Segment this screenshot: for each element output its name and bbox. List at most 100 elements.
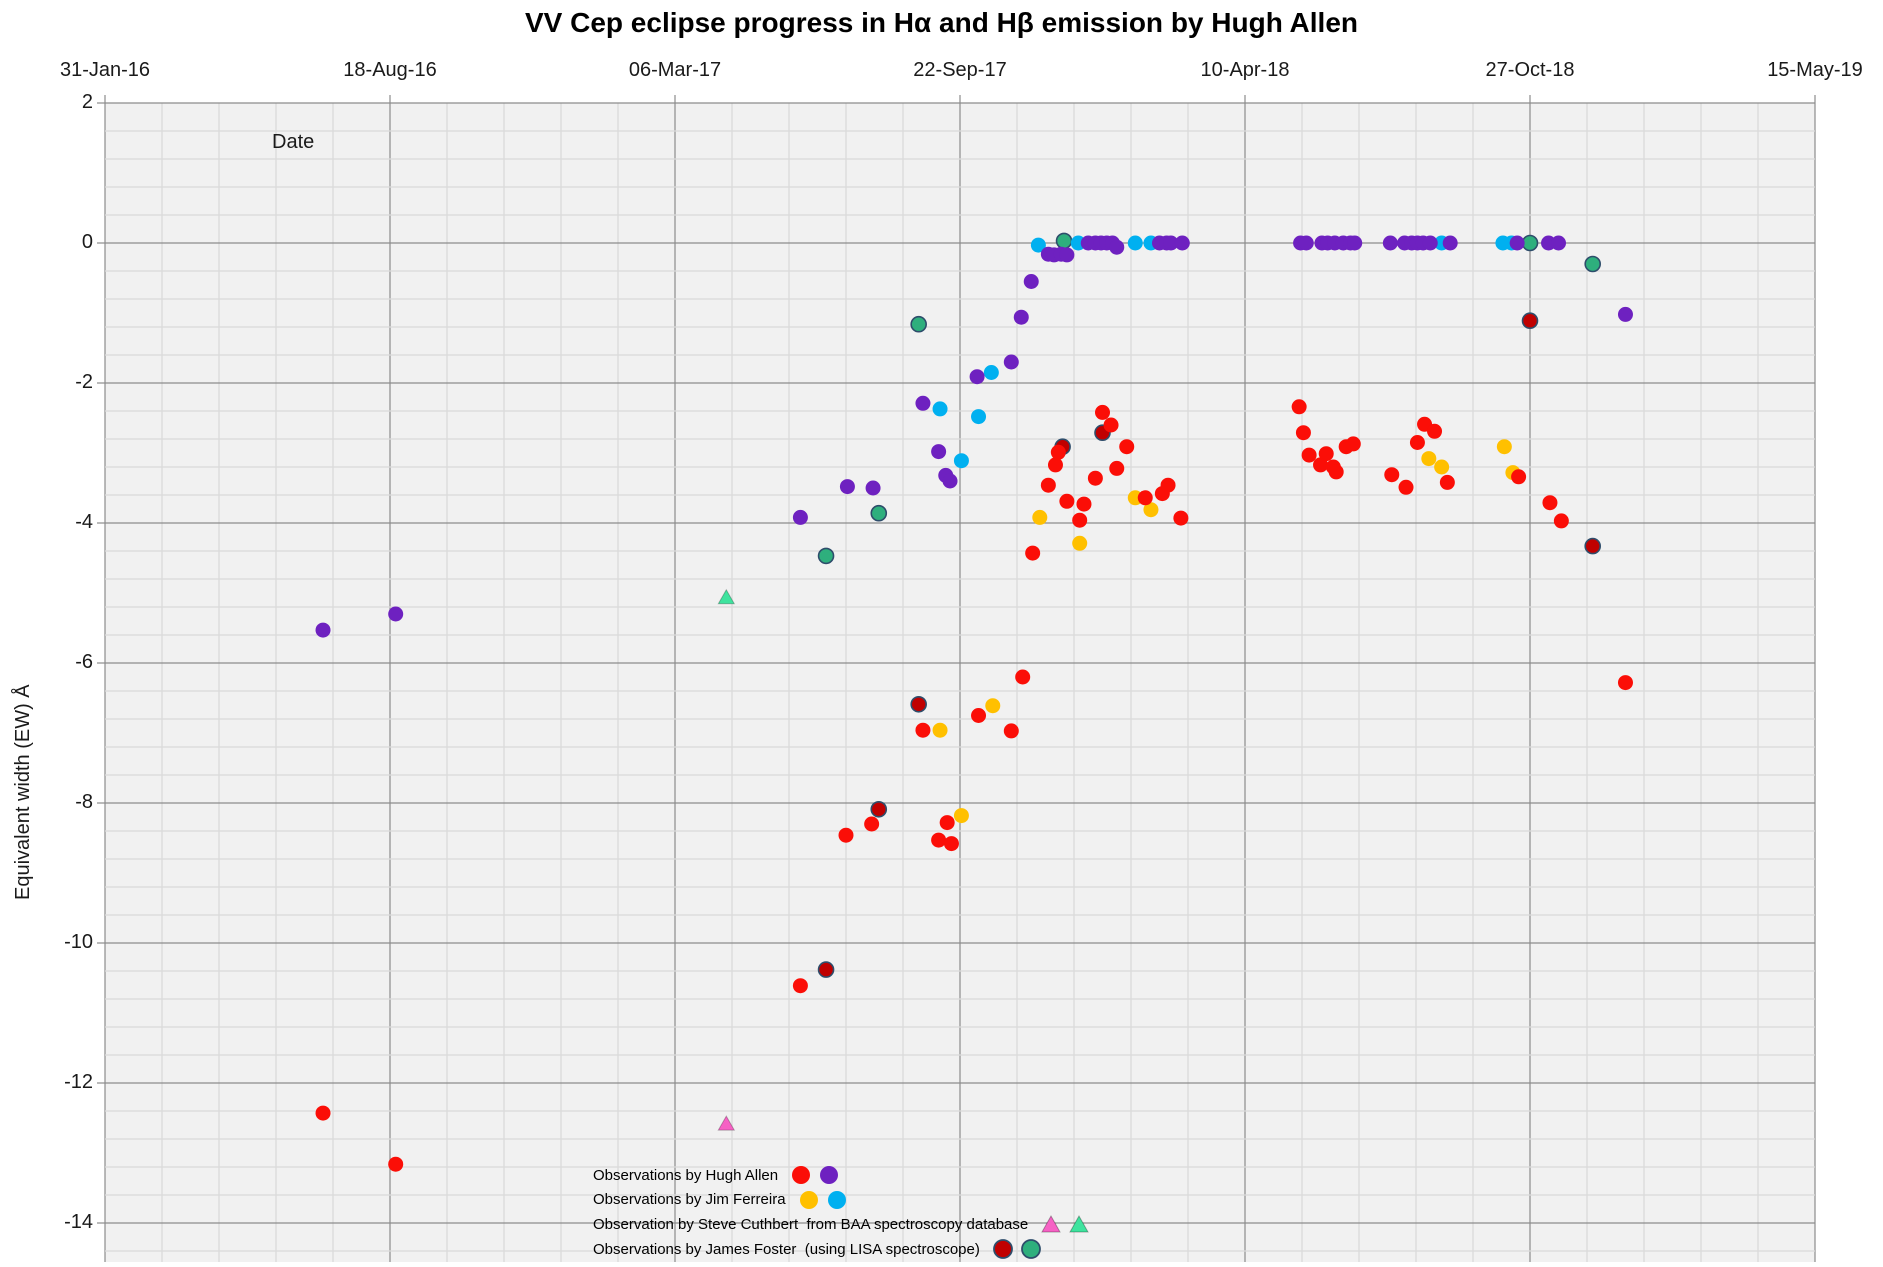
- data-point: [817, 961, 835, 978]
- data-point: [792, 978, 808, 994]
- legend-dot-icon: [792, 1166, 811, 1185]
- data-point: [1521, 312, 1539, 330]
- data-point: [1003, 723, 1019, 739]
- data-point: [870, 800, 888, 818]
- data-point: [910, 695, 927, 713]
- data-point: [1032, 509, 1048, 525]
- data-point: [817, 547, 835, 565]
- x-tick-label: 06-Mar-17: [628, 59, 722, 81]
- data-point: [1003, 354, 1019, 370]
- data-point: [1427, 423, 1443, 439]
- y-tick-label: -10: [64, 931, 93, 953]
- data-point: [910, 315, 927, 333]
- data-point: [1025, 545, 1041, 561]
- data-point: [969, 369, 985, 385]
- data-point: [1382, 235, 1398, 251]
- data-point: [1421, 451, 1437, 467]
- x-axis-title: Date: [272, 131, 315, 153]
- data-point: [1422, 235, 1438, 251]
- data-point: [1030, 237, 1046, 253]
- data-point: [1072, 535, 1088, 551]
- data-point: [1345, 436, 1361, 452]
- legend-triangle-icon: [1041, 1215, 1062, 1233]
- legend-row: Observations by Hugh Allen: [593, 1163, 1090, 1188]
- data-point: [1347, 235, 1363, 251]
- data-point: [1318, 446, 1334, 462]
- data-point: [985, 698, 1001, 714]
- data-point: [971, 708, 987, 723]
- data-point: [1023, 274, 1039, 289]
- data-point: [1384, 467, 1400, 483]
- legend-marker-shape: [792, 1166, 811, 1185]
- data-point: [983, 365, 999, 380]
- data-point: [388, 1156, 404, 1172]
- data-point: [1137, 490, 1153, 506]
- data-point: [1059, 247, 1075, 263]
- y-tick-label: -14: [64, 1211, 93, 1233]
- data-point: [943, 836, 959, 852]
- data-point: [1055, 232, 1073, 250]
- data-point: [1584, 537, 1601, 555]
- legend-label: Observations by James Foster (using LISA…: [593, 1240, 980, 1258]
- data-point: [838, 827, 854, 843]
- data-point: [915, 722, 931, 738]
- legend-marker-shape: [992, 1239, 1013, 1259]
- data-point: [1013, 309, 1029, 325]
- data-point: [870, 504, 888, 522]
- data-point: [1584, 255, 1601, 273]
- data-point: [1509, 235, 1525, 251]
- x-tick-label: 27-Oct-18: [1485, 59, 1575, 81]
- data-point: [1398, 479, 1414, 495]
- x-tick-label: 31-Jan-16: [59, 59, 151, 81]
- data-point: [1109, 239, 1125, 255]
- data-point-triangle: [717, 588, 736, 605]
- data-point-triangle: [717, 1115, 736, 1131]
- data-point: [1163, 235, 1179, 251]
- data-point: [1298, 235, 1314, 251]
- legend-triangle-icon: [1069, 1215, 1090, 1233]
- y-tick-label: 0: [81, 231, 93, 253]
- data-point: [1076, 496, 1092, 512]
- data-point: [939, 815, 955, 831]
- y-tick-label: -4: [75, 511, 93, 533]
- legend-row: Observation by Steve Cuthbert from BAA s…: [593, 1212, 1090, 1237]
- data-point: [792, 509, 808, 525]
- data-point: [1542, 495, 1558, 511]
- legend-label: Observation by Steve Cuthbert from BAA s…: [593, 1215, 1029, 1233]
- data-point: [1015, 669, 1031, 685]
- data-point: [931, 832, 947, 848]
- data-point: [932, 401, 948, 417]
- data-point: [315, 622, 331, 638]
- data-point: [931, 444, 947, 460]
- legend: Observations by Hugh Allen Observations b…: [593, 1163, 1090, 1261]
- data-point: [1442, 235, 1458, 251]
- legend-label: Observations by Hugh Allen: [593, 1166, 779, 1184]
- data-point: [1521, 234, 1539, 252]
- data-point: [1160, 477, 1176, 493]
- data-point: [1119, 439, 1135, 455]
- data-point: [1127, 235, 1143, 251]
- legend-dot-icon: [827, 1190, 846, 1209]
- data-point: [953, 808, 969, 824]
- y-tick-label: 2: [81, 91, 93, 113]
- data-point: [1095, 404, 1110, 420]
- legend-marker-shape: [820, 1166, 839, 1185]
- data-point: [1059, 493, 1075, 509]
- chart-title: VV Cep eclipse progress in Hα and Hβ emi…: [525, 7, 1358, 38]
- data-point: [315, 1105, 331, 1121]
- data-point: [932, 722, 948, 738]
- data-point: [1143, 502, 1159, 518]
- data-point: [1551, 235, 1566, 251]
- legend-dot-icon: [820, 1166, 839, 1185]
- y-tick-label: -6: [75, 651, 93, 673]
- data-point: [1553, 513, 1569, 529]
- data-point: [953, 453, 969, 469]
- data-point: [1103, 417, 1119, 433]
- y-tick-label: -2: [75, 371, 93, 393]
- data-point: [1434, 459, 1450, 475]
- legend-marker-shape: [799, 1190, 818, 1209]
- legend-dot-icon: [1020, 1239, 1041, 1259]
- data-point: [1511, 469, 1527, 485]
